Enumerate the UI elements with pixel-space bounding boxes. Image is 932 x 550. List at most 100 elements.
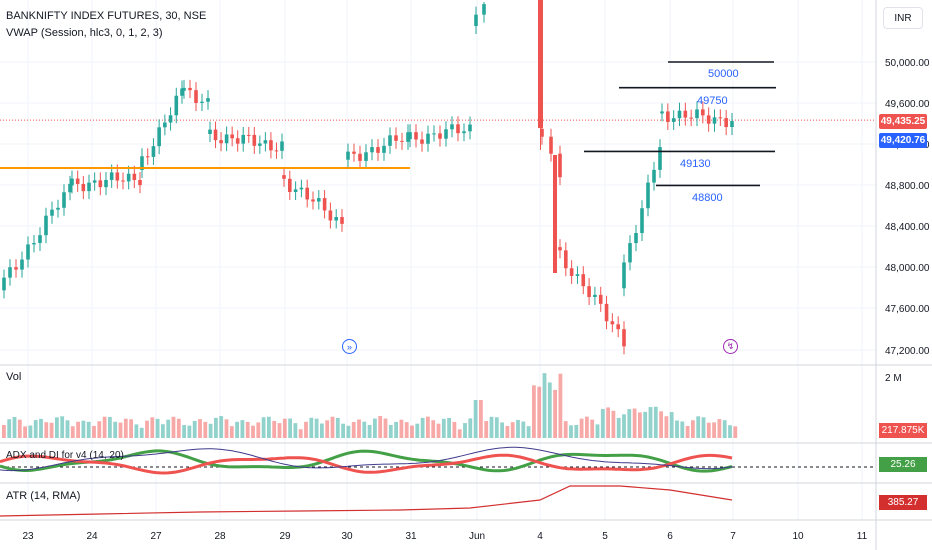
volume-bar xyxy=(108,416,112,438)
volume-bar xyxy=(33,420,38,438)
candle-body xyxy=(2,277,6,291)
volume-bar xyxy=(436,423,441,438)
volume-bar xyxy=(457,429,462,438)
volume-bar xyxy=(468,418,473,438)
volume-bar xyxy=(277,423,282,438)
candle-body xyxy=(269,140,273,151)
volume-bar xyxy=(553,389,557,438)
candle-body xyxy=(438,133,442,139)
volume-bar xyxy=(494,417,499,438)
candle-body xyxy=(701,109,705,116)
volume-bar xyxy=(229,426,234,438)
volume-bar xyxy=(590,419,595,438)
volume-bar xyxy=(251,425,255,438)
currency-selector[interactable]: INR xyxy=(883,7,923,29)
volume-bar xyxy=(351,421,356,438)
volume-bar xyxy=(187,425,192,438)
candle-body xyxy=(126,173,131,182)
volume-bar xyxy=(97,421,102,438)
volume-bar xyxy=(394,421,398,438)
replay-icon[interactable]: » xyxy=(342,339,357,354)
volume-bar xyxy=(102,416,107,438)
volume-bar xyxy=(304,421,308,438)
candle-body xyxy=(432,133,436,135)
volume-bar xyxy=(463,423,467,438)
candle-body xyxy=(695,109,699,119)
candle-body xyxy=(81,183,86,192)
candle-body xyxy=(634,233,638,244)
flash-icon[interactable]: ↯ xyxy=(723,339,738,354)
volume-bars xyxy=(2,373,738,438)
candle-body xyxy=(658,147,662,170)
volume-bar xyxy=(722,420,727,438)
last-price-tag: 49,435.25 xyxy=(879,114,927,129)
candle-body xyxy=(151,146,156,157)
volume-bar xyxy=(595,424,600,438)
candle-body xyxy=(121,180,125,182)
candle-body xyxy=(75,178,80,184)
volume-bar xyxy=(664,416,669,438)
candle-body xyxy=(282,175,286,179)
volume-bar xyxy=(70,426,75,438)
candle-body xyxy=(406,132,410,142)
volume-bar xyxy=(245,421,250,438)
candle-body xyxy=(553,155,557,273)
candle-body xyxy=(730,121,734,128)
candle-body xyxy=(420,139,424,144)
candle-body xyxy=(280,141,284,151)
candle-body xyxy=(32,243,36,245)
volume-bar xyxy=(410,425,414,438)
candle-body xyxy=(87,182,91,192)
candle-body xyxy=(208,129,212,134)
volume-bar xyxy=(404,422,409,438)
volume-bar xyxy=(441,418,446,438)
volume-bar xyxy=(314,418,319,438)
time-tick-label: 24 xyxy=(86,531,98,542)
candle-body xyxy=(180,88,184,96)
volume-bar xyxy=(118,422,123,438)
candle-body xyxy=(456,124,460,134)
candle-body xyxy=(194,90,198,103)
price-tick-label: 47,200.00 xyxy=(885,346,930,357)
volume-bar xyxy=(426,416,430,438)
candle-body xyxy=(660,111,664,114)
candle-body xyxy=(241,134,246,144)
candle-body xyxy=(200,101,204,103)
adx-value-tag: 25.26 xyxy=(879,457,927,472)
candle-body xyxy=(140,156,144,170)
volume-bar xyxy=(81,420,86,438)
candle-body xyxy=(299,187,304,190)
volume-bar xyxy=(452,421,457,438)
level-label: 48800 xyxy=(692,192,723,204)
volume-bar xyxy=(357,419,361,438)
candle-body xyxy=(293,189,298,193)
candle-body xyxy=(252,134,257,146)
candle-body xyxy=(616,324,620,330)
volume-bar xyxy=(378,416,383,438)
volume-bar xyxy=(2,425,6,438)
candle-body xyxy=(38,235,42,244)
volume-bar xyxy=(479,400,483,438)
volume-bar xyxy=(325,420,330,438)
volume-bar xyxy=(712,422,716,438)
volume-bar xyxy=(330,416,335,438)
volume-bar xyxy=(484,421,489,438)
volume-bar xyxy=(55,417,59,438)
candle-body xyxy=(598,294,603,304)
volume-bar xyxy=(256,422,261,438)
volume-bar xyxy=(214,417,218,438)
volume-bar xyxy=(28,425,33,438)
volume-bar xyxy=(388,424,393,438)
candle-body xyxy=(346,151,350,160)
volume-bar xyxy=(431,420,436,438)
volume-bar xyxy=(627,409,632,438)
volume-bar xyxy=(267,416,271,438)
candle-body xyxy=(145,156,150,158)
level-lines xyxy=(584,61,776,187)
atr-line xyxy=(0,485,733,517)
time-tick-label: 7 xyxy=(730,531,736,542)
volume-bar xyxy=(235,421,239,438)
vwap-legend: VWAP (Session, hlc3, 0, 1, 2, 3) xyxy=(6,27,163,39)
